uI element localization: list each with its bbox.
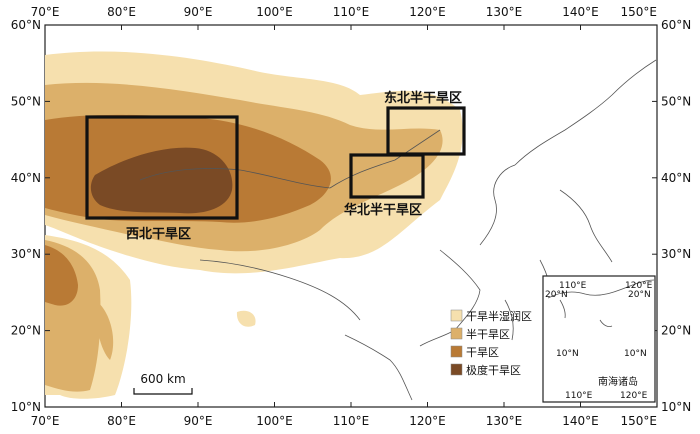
region-label-north-china: 华北半干旱区: [344, 202, 422, 218]
legend-swatch-semiarid: [450, 327, 463, 340]
scale-bar: 600 km: [133, 372, 193, 395]
lat-tick-left: 10°N: [11, 400, 41, 414]
legend-label-subhumid: 干旱半湿润区: [466, 309, 532, 323]
lon-tick-bottom: 150°E: [621, 414, 658, 428]
lon-tick-top: 120°E: [409, 5, 446, 19]
lon-tick-bottom: 140°E: [562, 414, 599, 428]
lon-tick-bottom: 120°E: [409, 414, 446, 428]
inset-tick: 10°N: [624, 349, 647, 359]
lat-tick-left: 50°N: [11, 94, 41, 108]
lon-tick-top: 150°E: [621, 5, 658, 19]
inset-title: 南海诸岛: [598, 375, 638, 388]
lon-tick-bottom: 70°E: [31, 414, 60, 428]
inset-tick: 20°N: [628, 290, 651, 300]
inset-tick: 110°E: [565, 391, 593, 401]
inset-frame: [542, 275, 656, 403]
lon-tick-bottom: 110°E: [333, 414, 370, 428]
legend-swatch-hyperarid: [450, 363, 463, 376]
inset-tick: 110°E: [559, 281, 587, 291]
lat-ticks-right: 60°N 50°N 40°N 30°N 20°N 10°N: [652, 18, 691, 414]
lon-tick-top: 110°E: [333, 5, 370, 19]
lat-tick-right: 50°N: [661, 94, 691, 108]
legend: 干旱半湿润区 半干旱区 干旱区 极度干旱区: [450, 309, 532, 377]
inset-tick: 120°E: [620, 391, 648, 401]
lat-tick-left: 20°N: [11, 324, 41, 338]
lon-tick-bottom: 130°E: [486, 414, 523, 428]
lon-tick-bottom: 90°E: [184, 414, 213, 428]
lon-tick-top: 140°E: [562, 5, 599, 19]
lon-tick-bottom: 80°E: [107, 414, 136, 428]
lon-tick-top: 80°E: [107, 5, 136, 19]
lon-tick-top: 70°E: [31, 5, 60, 19]
legend-label-arid: 干旱区: [466, 346, 499, 359]
lon-tick-top: 130°E: [486, 5, 523, 19]
lat-tick-left: 30°N: [11, 247, 41, 261]
legend-swatch-arid: [450, 345, 463, 358]
legend-swatch-subhumid: [450, 309, 463, 322]
inset-tick: 120°E: [625, 281, 653, 291]
scale-bar-label: 600 km: [140, 372, 185, 386]
lon-ticks-bottom: 70°E 80°E 90°E 100°E 110°E 120°E 130°E 1…: [31, 402, 658, 428]
region-box-northwest: [85, 115, 239, 220]
lon-tick-top: 100°E: [256, 5, 293, 19]
legend-label-semiarid: 半干旱区: [466, 327, 510, 341]
lat-tick-right: 40°N: [661, 171, 691, 185]
lon-tick-bottom: 100°E: [256, 414, 293, 428]
inset-south-china-sea: 110°E 120°E 20°N 20°N 10°N 10°N 110°E 12…: [542, 275, 656, 403]
region-label-northwest: 西北干旱区: [126, 227, 191, 242]
region-box-northeast: [386, 106, 466, 156]
lon-ticks-top: 70°E 80°E 90°E 100°E 110°E 120°E 130°E 1…: [31, 5, 658, 30]
lat-ticks-left: 60°N 50°N 40°N 30°N 20°N 10°N: [11, 18, 50, 414]
lat-tick-right: 20°N: [661, 324, 691, 338]
coastlines-borders: [139, 59, 657, 401]
lon-tick-top: 90°E: [184, 5, 213, 19]
lat-tick-right: 10°N: [661, 400, 691, 414]
inset-tick: 10°N: [556, 349, 579, 359]
lat-tick-right: 30°N: [661, 247, 691, 261]
inset-tick: 20°N: [545, 290, 568, 300]
lat-tick-left: 60°N: [11, 18, 41, 32]
lat-tick-left: 40°N: [11, 171, 41, 185]
zone-hyperarid: [90, 147, 233, 214]
legend-label-hyperarid: 极度干旱区: [466, 363, 521, 377]
lat-tick-right: 60°N: [661, 18, 691, 32]
region-label-northeast: 东北半干旱区: [384, 90, 462, 106]
